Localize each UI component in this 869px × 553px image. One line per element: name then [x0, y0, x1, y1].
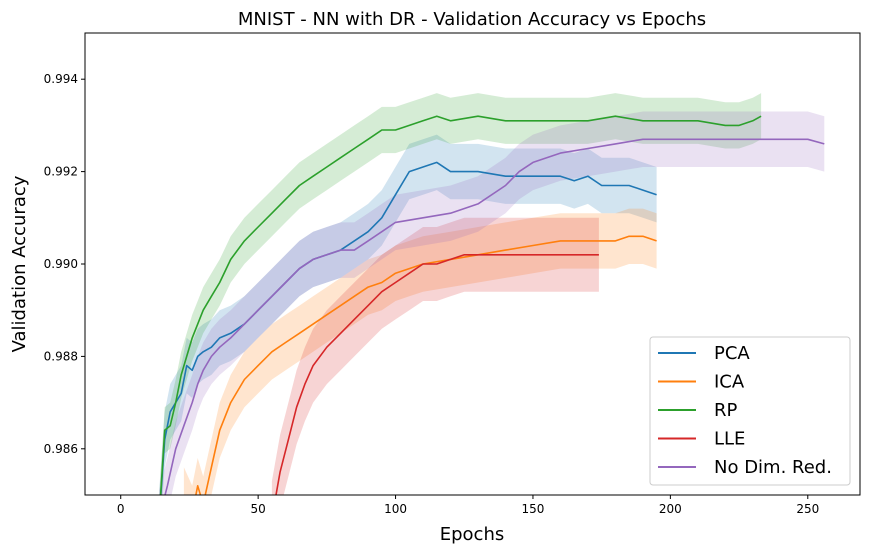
lle-band	[271, 217, 599, 495]
x-axis-title: Epochs	[440, 524, 505, 545]
y-tick-label: 0.994	[44, 72, 78, 86]
legend-box	[649, 336, 851, 486]
chart-title: MNIST - NN with DR - Validation Accuracy…	[238, 9, 706, 30]
no-dim-red-band	[159, 111, 825, 495]
y-tick-label: 0.986	[44, 442, 78, 456]
confidence-bands	[159, 93, 825, 495]
x-tick-label: 100	[384, 502, 407, 516]
no-dim-red-line	[164, 138, 825, 495]
legend-label-pca: PCA	[714, 343, 750, 364]
series-lines	[159, 115, 825, 495]
ica-line	[183, 235, 657, 495]
y-tick-label: 0.988	[44, 349, 78, 363]
pca-band	[159, 134, 657, 495]
lle-line	[275, 254, 599, 495]
x-tick-label: 200	[659, 502, 682, 516]
x-axis: 0 50 100 150 200 250	[117, 495, 819, 516]
y-tick-label: 0.992	[44, 165, 78, 179]
y-axis-title: Validation Accuracy	[9, 175, 30, 352]
legend-label-lle: LLE	[714, 429, 745, 450]
y-axis: 0.986 0.988 0.990 0.992 0.994	[44, 72, 85, 456]
rp-band	[159, 93, 762, 495]
y-tick-label: 0.990	[44, 257, 78, 271]
legend-label-ica: ICA	[714, 372, 745, 393]
legend-label-no-dim-red: No Dim. Red.	[714, 457, 832, 478]
x-tick-label: 150	[522, 502, 545, 516]
x-tick-label: 250	[796, 502, 819, 516]
legend: PCA ICA RP LLE No Dim. Red.	[649, 336, 851, 486]
rp-line	[159, 115, 762, 495]
legend-label-rp: RP	[714, 400, 738, 421]
x-tick-label: 0	[117, 502, 125, 516]
x-tick-label: 50	[250, 502, 265, 516]
